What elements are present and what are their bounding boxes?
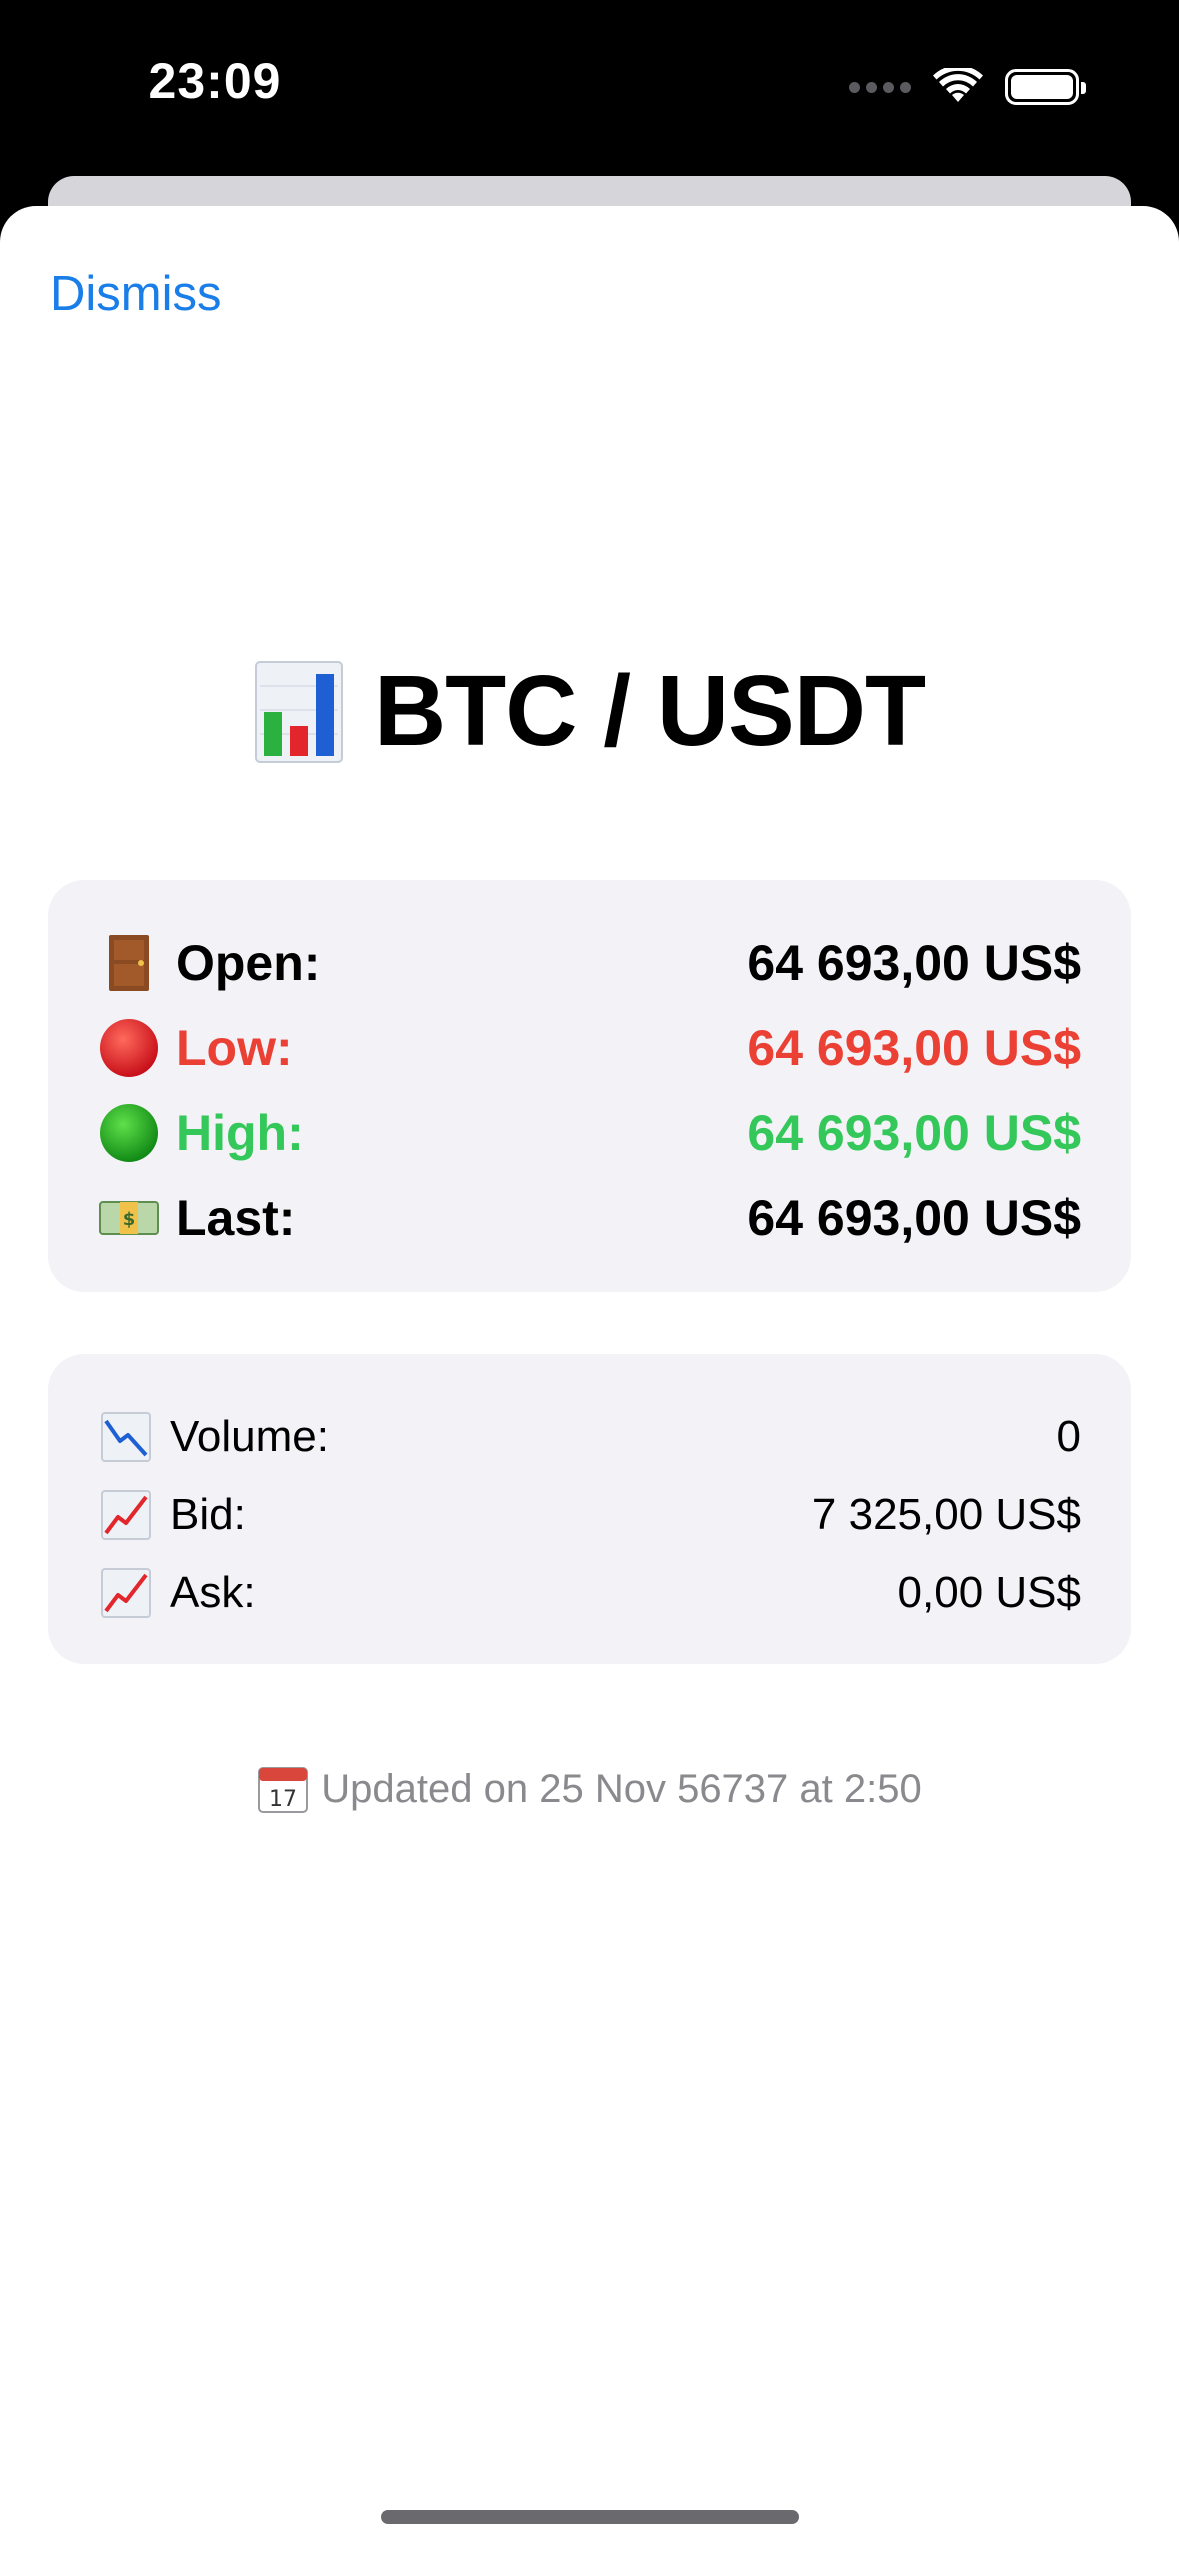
stat-value: 7 325,00 US$: [811, 1490, 1081, 1539]
status-time: 23:09: [148, 53, 282, 109]
price-label: Open:: [176, 934, 321, 991]
price-value: 64 693,00 US$: [747, 1019, 1081, 1076]
home-indicator[interactable]: [381, 2510, 799, 2524]
bar-chart-icon: [254, 660, 344, 764]
stat-row-volume: Volume: 0: [98, 1398, 1081, 1476]
stat-value: 0: [1056, 1412, 1081, 1461]
calendar-icon: 17: [257, 1764, 309, 1814]
red-circle-icon: [98, 1017, 160, 1079]
green-circle-icon: [98, 1102, 160, 1164]
stat-label: Bid:: [170, 1490, 246, 1539]
price-label: Last:: [176, 1189, 296, 1246]
status-icons: [849, 66, 1086, 108]
pair-title: BTC / USDT: [0, 654, 1179, 769]
price-value: 64 693,00 US$: [747, 1189, 1081, 1246]
price-summary-card: Open: 64 693,00 US$: [48, 880, 1131, 1292]
status-bar: 23:09: [0, 0, 1179, 176]
price-label: High:: [176, 1104, 304, 1161]
price-row-last: $ Last: 64 693,00 US$: [98, 1175, 1081, 1260]
cellular-signal-icon: [849, 81, 911, 93]
stat-value: 0,00 US$: [897, 1568, 1081, 1617]
price-value: 64 693,00 US$: [747, 934, 1081, 991]
price-row-open: Open: 64 693,00 US$: [98, 920, 1081, 1005]
chart-decreasing-icon: [98, 1409, 154, 1465]
stat-label: Volume:: [170, 1412, 329, 1461]
svg-text:$: $: [123, 1209, 136, 1230]
stat-row-ask: Ask: 0,00 US$: [98, 1554, 1081, 1632]
price-value: 64 693,00 US$: [747, 1104, 1081, 1161]
wifi-icon: [933, 68, 983, 106]
door-icon: [98, 932, 160, 994]
price-row-low: Low: 64 693,00 US$: [98, 1005, 1081, 1090]
stat-row-bid: Bid: 7 325,00 US$: [98, 1476, 1081, 1554]
dismiss-button[interactable]: Dismiss: [50, 267, 222, 321]
price-row-high: High: 64 693,00 US$: [98, 1090, 1081, 1175]
chart-increasing-icon: [98, 1565, 154, 1621]
price-label: Low:: [176, 1019, 293, 1076]
market-stats-card: Volume: 0 Bid: 7 325,00 US$: [48, 1354, 1131, 1664]
calendar-day: 17: [269, 1787, 297, 1812]
pair-title-text: BTC / USDT: [373, 655, 926, 767]
updated-text: Updated on 25 Nov 56737 at 2:50: [321, 1766, 922, 1811]
last-updated: 17 Updated on 25 Nov 56737 at 2:50: [0, 1764, 1179, 1814]
battery-icon: [1005, 69, 1086, 105]
stat-label: Ask:: [170, 1568, 256, 1617]
chart-increasing-icon: [98, 1487, 154, 1543]
banknote-icon: $: [98, 1187, 160, 1249]
